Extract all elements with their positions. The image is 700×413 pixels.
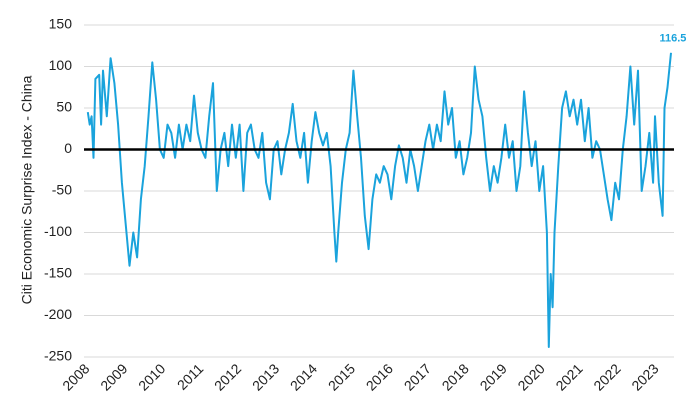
y-tick-label: -250 (44, 348, 72, 364)
x-tick-label: 2016 (363, 360, 396, 393)
x-tick-label: 2015 (325, 360, 358, 393)
y-tick-label: -100 (44, 223, 72, 239)
y-tick-label: -200 (44, 306, 72, 322)
x-tick-label: 2012 (211, 360, 244, 393)
x-tick-label: 2023 (628, 360, 661, 393)
y-tick-label: 50 (56, 99, 72, 115)
x-tick-label: 2019 (477, 360, 510, 393)
x-tick-label: 2011 (174, 360, 207, 393)
x-tick-label: 2018 (439, 360, 472, 393)
x-tick-label: 2010 (135, 360, 168, 393)
x-tick-label: 2014 (287, 360, 320, 393)
x-tick-label: 2021 (552, 360, 585, 393)
x-tick-label: 2009 (97, 360, 130, 393)
y-tick-label: 100 (49, 57, 73, 73)
end-label: 116.5 (660, 33, 687, 45)
y-tick-label: 0 (64, 140, 72, 156)
line-series (86, 52, 672, 348)
y-tick-label: -150 (44, 265, 72, 281)
y-tick-label: 150 (49, 16, 73, 32)
x-tick-label: 2022 (590, 360, 623, 393)
x-tick-label: 2017 (401, 360, 434, 393)
y-tick-label: -50 (52, 182, 72, 198)
y-axis-label: Citi Economic Surprise Index - China (19, 75, 35, 304)
x-tick-label: 2013 (249, 360, 282, 393)
x-tick-label: 2020 (514, 360, 547, 393)
x-tick-label: 2008 (59, 360, 92, 393)
